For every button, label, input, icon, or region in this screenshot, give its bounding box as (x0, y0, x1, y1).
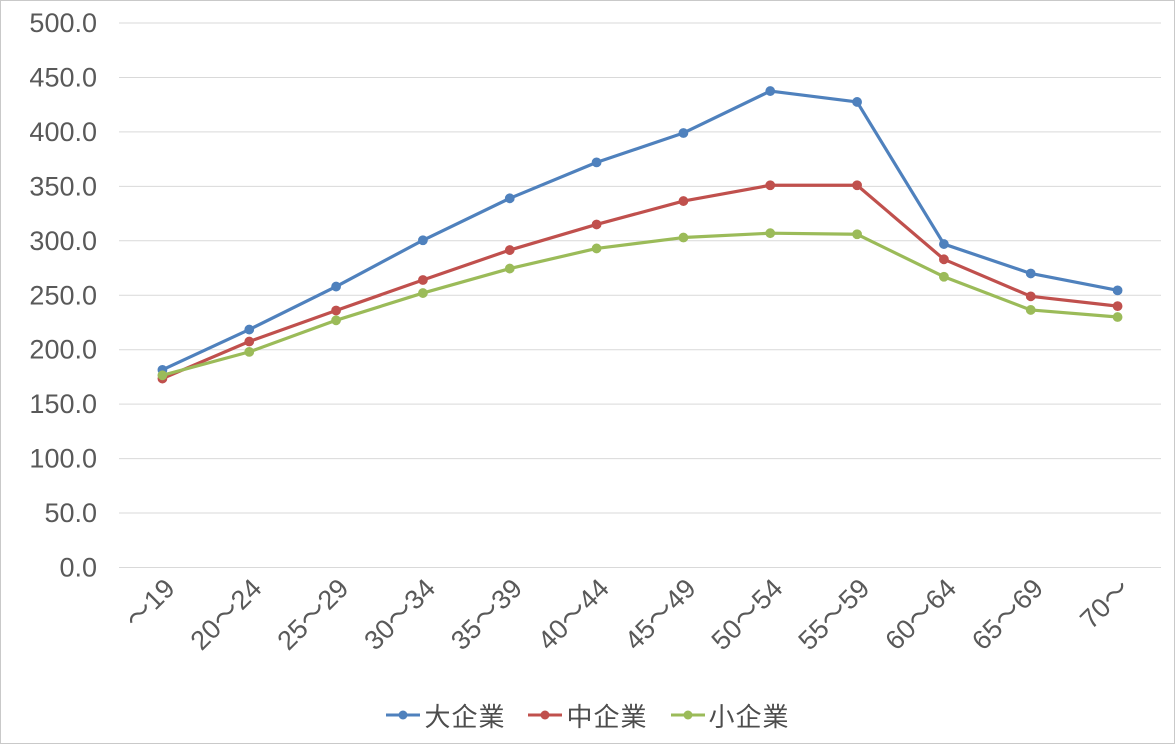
line-chart-plot: 0.0 50.0 100.0 150.0 200.0 250.0 300.0 350.0 400… (29, 8, 1161, 656)
series-marker-2 (157, 370, 168, 381)
legend-item: 小企業 (670, 697, 790, 734)
series-marker-0 (1112, 285, 1123, 296)
x-axis-category-label: 35～39 (445, 573, 528, 656)
series-marker-2 (852, 229, 862, 240)
y-axis-tick-label: 200.0 (29, 335, 97, 365)
x-axis-category-label: 25～29 (272, 573, 355, 656)
series-marker-0 (678, 128, 689, 138)
series-marker-1 (852, 180, 862, 191)
x-axis-category-label: 70～ (1074, 573, 1136, 635)
series-marker-2 (1025, 305, 1036, 315)
series-marker-2 (418, 288, 428, 298)
y-axis-tick-label: 100.0 (29, 444, 97, 474)
y-axis-tick-label: 0.0 (59, 553, 97, 583)
x-axis-category-label: 45～49 (619, 573, 702, 656)
series-marker-0 (504, 193, 515, 204)
x-axis-category-label: 60～64 (879, 573, 962, 656)
series-marker-1 (1025, 291, 1036, 302)
series-line-0 (160, 89, 1120, 372)
series-marker-0 (418, 235, 428, 246)
legend-item: 中企業 (527, 697, 647, 734)
series-marker-0 (331, 281, 341, 292)
y-axis-tick-label: 350.0 (29, 171, 97, 201)
y-axis-tick-label: 50.0 (44, 498, 97, 528)
y-axis-tick-label: 500.0 (29, 8, 97, 38)
legend-item: 大企業 (385, 697, 505, 734)
series-marker-2 (765, 228, 776, 239)
series-marker-0 (852, 97, 862, 107)
series-marker-2 (591, 243, 602, 254)
legend-line-marker-icon (670, 710, 705, 720)
x-axis-category-label: 40～44 (532, 573, 615, 656)
series-marker-0 (1025, 268, 1036, 279)
series-marker-1 (504, 245, 515, 255)
x-axis-category-label: ～19 (119, 573, 181, 635)
series-marker-1 (244, 336, 255, 347)
series-marker-0 (939, 239, 949, 249)
legend: 大企業 中企業 小企業 (1, 697, 1174, 733)
y-axis-tick-label: 400.0 (29, 117, 97, 147)
series-marker-2 (939, 271, 949, 282)
series-marker-1 (331, 305, 341, 316)
series-marker-1 (1112, 301, 1123, 312)
legend-line-marker-icon (528, 710, 563, 720)
series-marker-2 (504, 263, 515, 274)
x-axis-category-label: 20～24 (185, 573, 268, 656)
x-axis-category-label: 30～34 (358, 573, 441, 656)
y-axis-tick-label: 250.0 (29, 280, 97, 310)
series-marker-1 (418, 275, 428, 285)
y-axis-tick-label: 300.0 (29, 226, 97, 256)
series-line-2 (160, 231, 1120, 377)
legend-line-marker-icon (386, 710, 421, 720)
x-axis-category-label: 50～54 (706, 573, 789, 656)
y-axis-tick-label: 450.0 (29, 62, 97, 92)
x-axis-category-label: 55～59 (793, 573, 876, 656)
series-marker-2 (244, 346, 255, 357)
x-axis-category-label: 65～69 (966, 573, 1049, 656)
series-line-1 (160, 183, 1120, 381)
series-marker-0 (244, 324, 255, 335)
series-marker-2 (1112, 312, 1123, 322)
series-marker-1 (939, 254, 949, 265)
series-marker-2 (678, 232, 689, 243)
series-marker-2 (331, 315, 341, 326)
series-marker-0 (591, 157, 602, 168)
series-marker-1 (765, 180, 776, 191)
series-marker-1 (678, 196, 689, 206)
series-marker-1 (591, 219, 602, 230)
legend-label: 中企業 (566, 701, 648, 732)
legend-label: 小企業 (708, 701, 790, 732)
legend-label: 大企業 (424, 701, 506, 732)
y-axis-tick-label: 150.0 (29, 389, 97, 419)
series-marker-0 (765, 86, 776, 96)
